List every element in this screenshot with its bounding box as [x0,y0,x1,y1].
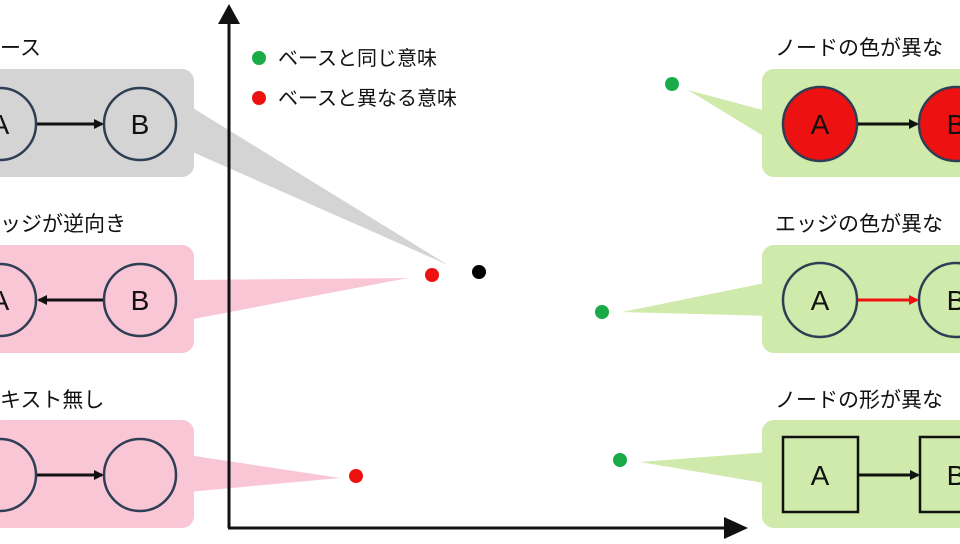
point-edge-color [595,305,609,319]
panel-base-node-a-label: A [0,109,10,140]
callout-tail-no-text [188,455,340,492]
point-no-text [349,469,363,483]
panel-reverse-edge-node-b-label: B [131,285,150,316]
panel-node-color-node-b [917,85,960,163]
panel-node-color-node-a [781,85,859,163]
panel-reverse-edge-node-b [102,262,178,338]
panel-node-color-title: ノードの色が異な [775,36,943,60]
panel-node-shape-node-b [918,435,960,514]
panel-base-title: ース [0,36,41,60]
legend-different-label: ベースと異なる意味 [278,86,457,110]
panel-node-shape-title: ノードの形が異な [775,388,943,412]
panel-base-node-b-label: B [131,109,150,140]
panel-no-text-title: キスト無し [0,388,105,412]
panel-node-color-node-b-label: B [947,109,960,140]
callout-tail-node-shape [640,452,770,484]
panel-edge-color-node-a-label: A [811,285,830,316]
legend-same-label: ベースと同じ意味 [278,46,437,70]
point-base [472,265,486,279]
callout-tail-base [188,105,448,265]
panel-node-color-node-a-label: A [811,109,830,140]
point-node-color [665,77,679,91]
callout-tail-reverse-edge [188,278,408,320]
panel-edge-color-title: エッジの色が異な [775,212,943,236]
panel-base-node-b [102,86,178,162]
panel-no-text-node-a [0,437,38,513]
callout-tail-node-color [688,90,770,140]
point-node-shape [613,453,627,467]
callout-tail-edge-color [622,282,770,316]
panel-edge-color-node-a [781,261,859,339]
point-reverse-edge [425,268,439,282]
panel-base-node-a [0,86,38,162]
panel-reverse-edge-title: ッジが逆向き [0,212,126,236]
legend-different-dot [252,91,266,105]
panel-node-shape-node-a [781,435,860,514]
panel-node-shape-node-b-label: B [947,460,960,491]
legend-same-dot [252,51,266,65]
panel-reverse-edge-node-a [0,262,38,338]
panel-edge-color-node-b-label: B [947,285,960,316]
x-axis-arrowhead [724,517,748,539]
panel-edge-color-node-b [917,261,960,339]
panel-node-shape-node-a-label: A [811,460,830,491]
panel-no-text-node-b [102,437,178,513]
panel-reverse-edge-node-a-label: A [0,285,10,316]
y-axis-arrowhead [218,4,240,24]
